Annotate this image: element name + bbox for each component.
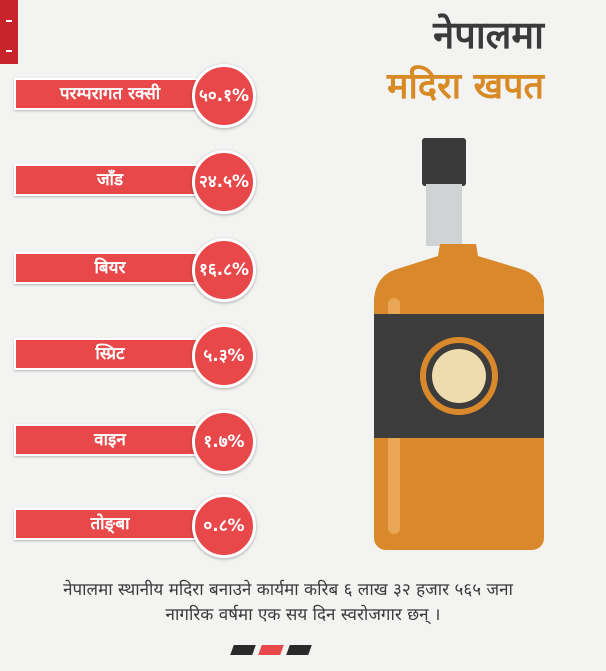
category-label: बियर <box>94 258 126 278</box>
category-bar <box>14 78 224 110</box>
percent-value: ५.३% <box>203 346 245 366</box>
consumption-row: स्प्रिट ५.३% <box>14 324 278 388</box>
pager-dot-active[interactable] <box>258 645 284 655</box>
percent-circle <box>192 410 256 474</box>
category-bar <box>14 508 224 540</box>
title-line-2: मदिरा खपत <box>387 66 544 107</box>
consumption-row: जाँड २४.५% <box>14 150 278 214</box>
category-label: वाइन <box>94 430 126 450</box>
corner-tab <box>0 0 18 64</box>
category-label: तोङ्बा <box>90 514 130 534</box>
percent-circle <box>192 238 256 302</box>
pager-dot[interactable] <box>286 645 312 655</box>
category-bar <box>14 338 224 370</box>
consumption-row: परम्परागत रक्सी ५०.१% <box>14 64 278 128</box>
category-bar <box>14 252 224 284</box>
liquor-bottle-icon <box>374 138 544 550</box>
percent-value: १६.८% <box>198 260 249 280</box>
pager-dot[interactable] <box>230 645 256 655</box>
category-bar <box>14 424 224 456</box>
consumption-row: तोङ्बा ०.८% <box>14 494 278 558</box>
category-label: स्प्रिट <box>95 344 125 364</box>
caption: नेपालमा स्थानीय मदिरा बनाउने कार्यमा करि… <box>0 578 606 628</box>
percent-value: ०.८% <box>203 516 245 536</box>
caption-line-2: नागरिक वर्षमा एक सय दिन स्वरोजगार छन् । <box>165 605 441 625</box>
percent-circle <box>192 324 256 388</box>
percent-circle <box>192 150 256 214</box>
category-label: जाँड <box>96 170 124 190</box>
category-bar <box>14 164 224 196</box>
percent-circle <box>192 494 256 558</box>
caption-line-1: नेपालमा स्थानीय मदिरा बनाउने कार्यमा करि… <box>63 580 513 600</box>
consumption-row: वाइन १.७% <box>14 410 278 474</box>
percent-value: ५०.१% <box>198 86 249 106</box>
percent-circle <box>192 64 256 128</box>
consumption-row: बियर १६.८% <box>14 238 278 302</box>
percent-value: २४.५% <box>198 172 249 192</box>
pager-dots <box>230 645 312 657</box>
percent-value: १.७% <box>203 432 245 452</box>
category-label: परम्परागत रक्सी <box>59 84 161 104</box>
title-line-1: नेपालमा <box>433 13 544 57</box>
consumption-list: परम्परागत रक्सी ५०.१% जाँड २४.५% बियर १६… <box>0 0 300 560</box>
